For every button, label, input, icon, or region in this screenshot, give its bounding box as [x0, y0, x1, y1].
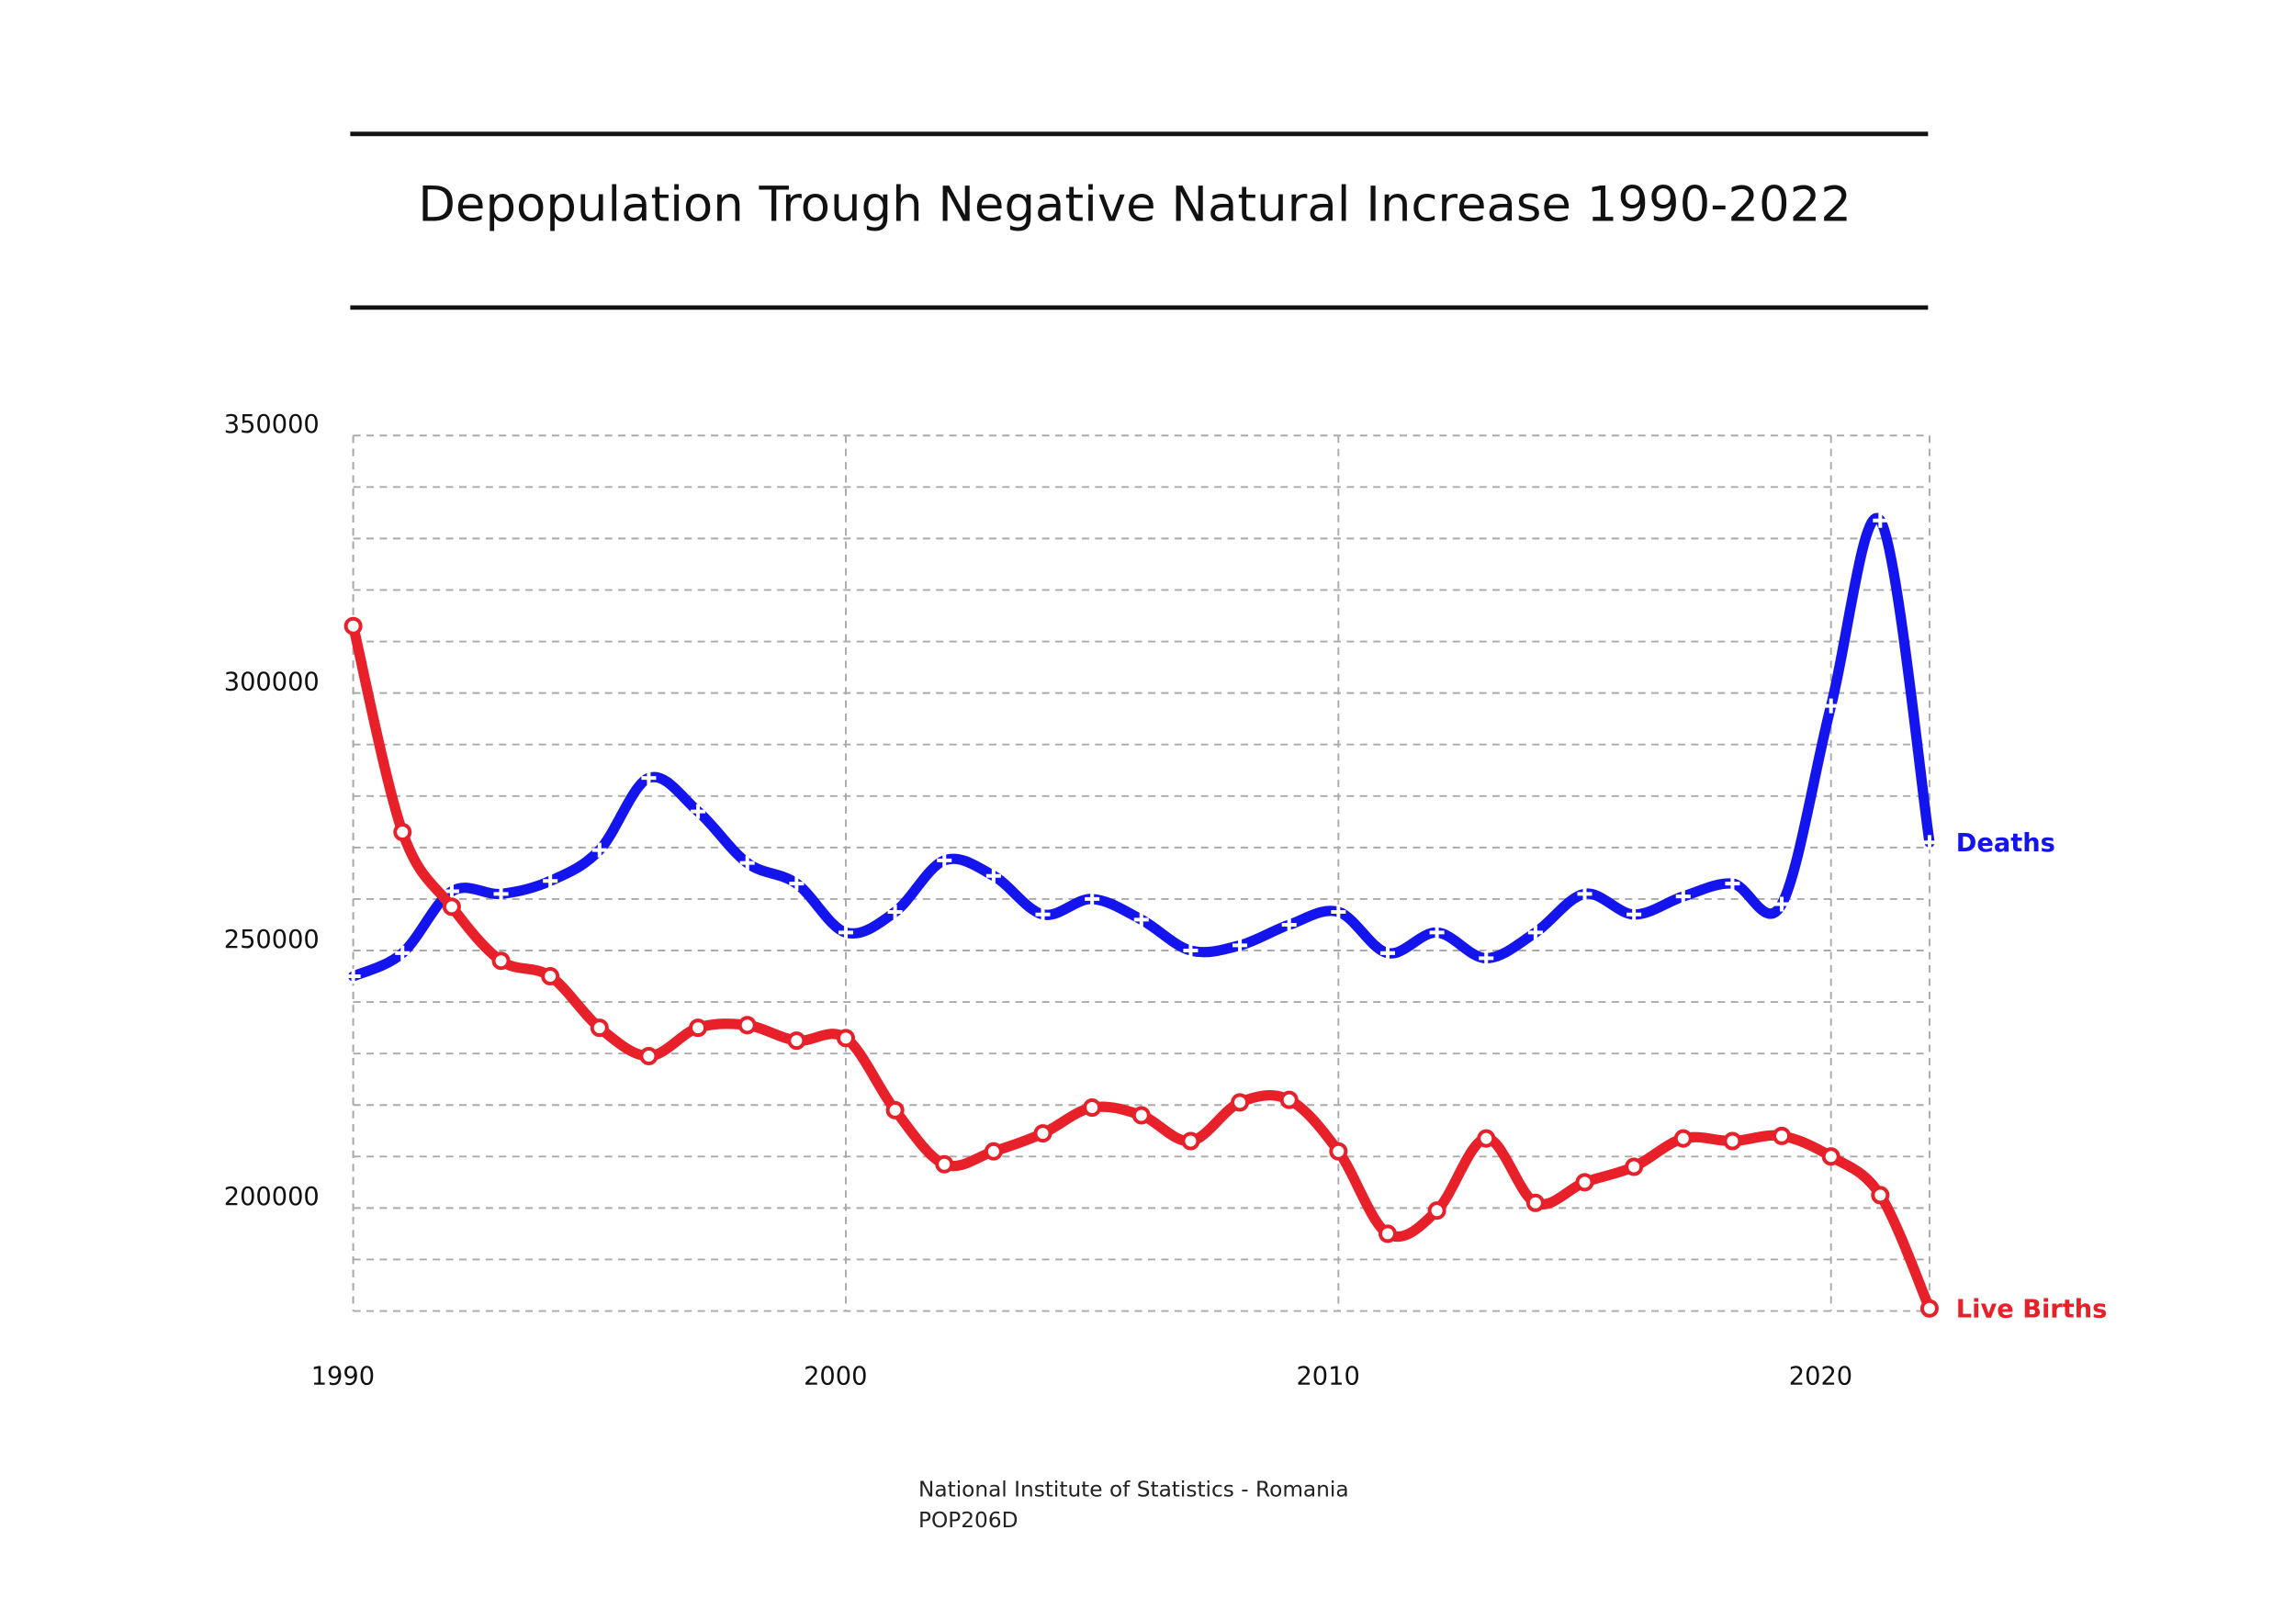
chart-title: Depopulation Trough Negative Natural Inc… [418, 176, 1851, 232]
marker [1921, 835, 1937, 850]
marker [590, 1018, 609, 1038]
marker [1919, 1299, 1939, 1318]
marker [1083, 1098, 1102, 1118]
marker [691, 804, 706, 819]
x-tick-label: 2020 [1789, 1363, 1852, 1391]
marker [1525, 1193, 1545, 1212]
marker [984, 1142, 1003, 1161]
marker [887, 904, 903, 919]
y-tick-label: 250000 [224, 926, 320, 954]
marker [836, 1029, 855, 1048]
marker [1231, 1093, 1250, 1112]
x-tick-label: 2000 [804, 1363, 867, 1391]
marker [1232, 938, 1248, 953]
marker [1085, 891, 1100, 906]
marker [1873, 512, 1888, 528]
marker [1035, 906, 1051, 922]
marker [1329, 1142, 1348, 1161]
marker [345, 969, 361, 984]
marker [1626, 906, 1642, 922]
marker [838, 925, 853, 940]
marker [1479, 951, 1494, 966]
x-tick-label: 1990 [311, 1363, 375, 1391]
source: National Institute of Statistics - Roman… [918, 1477, 1349, 1502]
marker [1378, 1224, 1397, 1243]
x-tick-label: 2010 [1296, 1363, 1359, 1391]
marker [1773, 1126, 1792, 1145]
marker [1577, 886, 1593, 902]
marker [541, 967, 560, 986]
marker [1625, 1157, 1644, 1176]
marker [1527, 925, 1543, 940]
marker [885, 1100, 905, 1119]
legend-label: Live Births [1956, 1295, 2108, 1323]
marker [1477, 1129, 1496, 1148]
marker [1131, 1106, 1151, 1125]
marker [1823, 698, 1839, 714]
marker [1279, 1090, 1299, 1109]
series-line [348, 512, 1935, 982]
y-tick-label: 200000 [224, 1183, 320, 1211]
marker [739, 855, 755, 871]
marker [343, 616, 363, 636]
marker [1133, 912, 1149, 928]
marker [937, 852, 952, 868]
marker [1181, 1131, 1200, 1151]
marker [789, 876, 805, 892]
marker [1723, 1131, 1742, 1151]
marker [1331, 904, 1346, 919]
marker [442, 897, 461, 917]
marker [1429, 925, 1445, 940]
marker [1871, 1186, 1890, 1205]
marker [689, 1018, 708, 1038]
marker [639, 1046, 658, 1065]
marker [1725, 876, 1740, 892]
marker [737, 1016, 757, 1035]
marker [1774, 896, 1790, 912]
y-tick-label: 300000 [224, 668, 320, 696]
marker [935, 1154, 954, 1174]
marker [1281, 917, 1297, 932]
marker [395, 945, 411, 961]
marker [985, 868, 1001, 883]
marker [1033, 1124, 1052, 1143]
y-tick-label: 350000 [224, 411, 320, 439]
marker [1675, 889, 1691, 905]
marker [641, 771, 657, 786]
marker [1575, 1173, 1594, 1192]
marker [444, 883, 459, 899]
marker [493, 886, 509, 902]
marker [1183, 942, 1199, 959]
marker [1427, 1201, 1446, 1221]
marker [787, 1031, 806, 1051]
series-line [348, 621, 1935, 1314]
marker [1673, 1129, 1693, 1148]
marker [591, 842, 607, 858]
legend-label: Deaths [1956, 829, 2055, 858]
marker [491, 951, 511, 971]
marker [1379, 945, 1395, 961]
marker [543, 873, 558, 889]
marker [1821, 1147, 1840, 1166]
source: POP206D [918, 1508, 1018, 1533]
marker [393, 823, 412, 842]
